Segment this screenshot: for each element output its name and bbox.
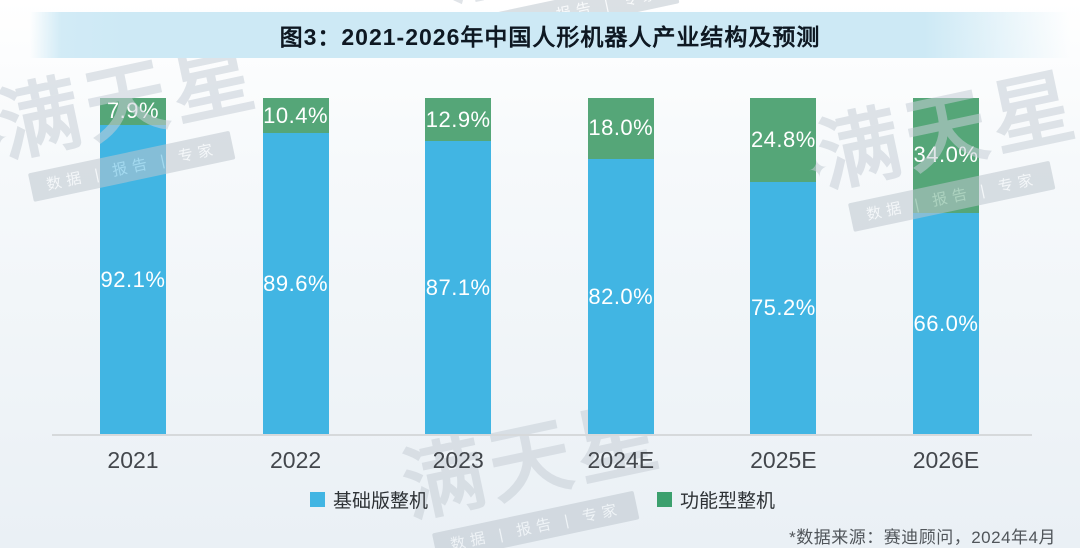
chart-title: 图3：2021-2026年中国人形机器人产业结构及预测 (279, 24, 821, 50)
segment-basic-value: 87.1% (425, 275, 491, 301)
segment-func-2021: 7.9% (100, 98, 166, 125)
segment-func-2023: 12.9% (425, 98, 492, 142)
bar-2026E: 34.0% 66.0% (913, 98, 979, 435)
source-note: *数据来源：赛迪顾问，2024年4月 (789, 528, 1056, 547)
x-axis-label-2025E: 2025E (750, 447, 817, 473)
bar-2024E: 18.0% 82.0% (587, 98, 654, 435)
x-axis-label-2021: 2021 (107, 447, 159, 473)
bar-2025E: 24.8% 75.2% (750, 98, 817, 435)
x-axis-label-2026E: 2026E (912, 447, 980, 473)
x-axis-label-2022: 2022 (270, 447, 322, 473)
segment-basic-2023: 87.1% (425, 141, 492, 435)
title-banner: 图3：2021-2026年中国人形机器人产业结构及预测 (30, 12, 1070, 58)
segment-func-value: 18.0% (588, 115, 654, 141)
segment-basic-2024E: 82.0% (587, 158, 654, 435)
segment-func-value: 10.4% (263, 102, 329, 128)
segment-basic-value: 89.6% (263, 271, 329, 297)
segment-basic-value: 66.0% (913, 310, 979, 336)
segment-func-2025E: 24.8% (750, 98, 817, 182)
segment-basic-value: 75.2% (750, 295, 816, 321)
segment-basic-2021: 92.1% (100, 124, 166, 435)
legend-label-func: 功能型整机 (680, 491, 776, 512)
segment-basic-value: 82.0% (588, 283, 654, 309)
segment-func-value: 12.9% (425, 106, 491, 132)
bar-2022: 10.4% 89.6% (262, 98, 329, 435)
bar-2023: 12.9% 87.1% (425, 98, 492, 435)
x-axis-label-2024E: 2024E (587, 447, 655, 473)
segment-basic-2022: 89.6% (262, 133, 329, 435)
segment-func-value: 24.8% (750, 126, 816, 152)
segment-func-value: 7.9% (106, 98, 160, 124)
segment-basic-2026E: 66.0% (913, 212, 979, 435)
segment-func-2022: 10.4% (262, 98, 329, 134)
segment-func-2026E: 34.0% (913, 98, 979, 213)
legend-swatch-basic (310, 492, 325, 507)
legend-item-func: 功能型整机 (657, 486, 775, 513)
segment-basic-2025E: 75.2% (750, 181, 817, 435)
x-axis-label-2023: 2023 (432, 447, 484, 473)
x-axis-line (52, 434, 1032, 436)
legend-item-basic: 基础版整机 (310, 486, 428, 513)
legend-swatch-func (657, 492, 672, 507)
bar-2021: 7.9% 92.1% (100, 98, 166, 435)
segment-basic-value: 92.1% (100, 266, 166, 292)
legend-label-basic: 基础版整机 (333, 491, 429, 512)
segment-func-value: 34.0% (913, 142, 979, 168)
segment-func-2024E: 18.0% (587, 98, 654, 159)
